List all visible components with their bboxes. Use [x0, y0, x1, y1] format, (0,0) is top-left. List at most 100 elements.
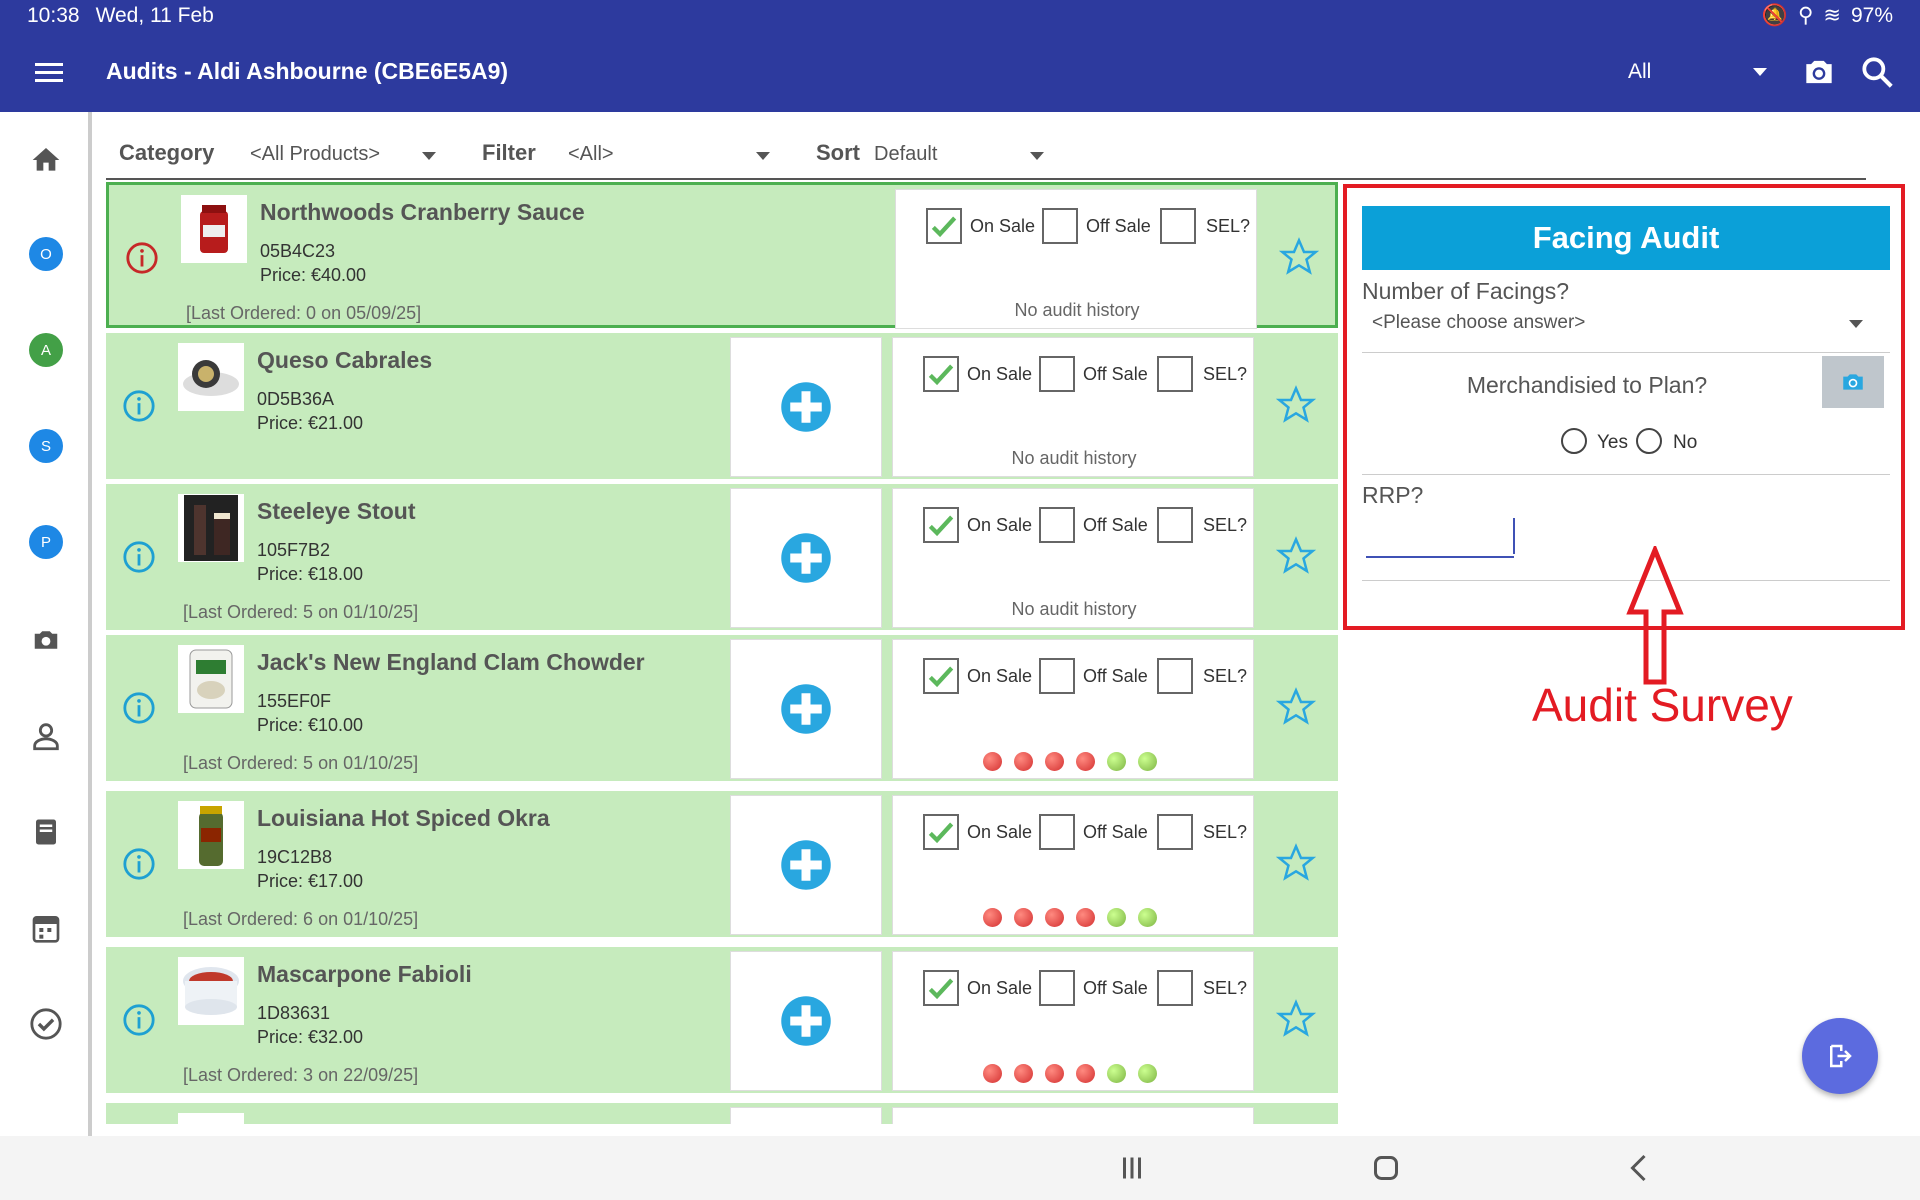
sel-checkbox[interactable]: [1157, 970, 1193, 1006]
check-circle-icon[interactable]: [22, 1000, 70, 1048]
list-item[interactable]: Northwoods Cranberry Sauce 05B4C23 Price…: [106, 182, 1338, 329]
on-sale-label: On Sale: [967, 822, 1033, 842]
chevron-down-icon: [1753, 68, 1767, 76]
sel-checkbox[interactable]: [1157, 658, 1193, 694]
photo-button[interactable]: [1822, 356, 1884, 408]
sel-checkbox[interactable]: [1157, 507, 1193, 543]
sel-label: SEL?: [1203, 822, 1248, 842]
off-sale-checkbox[interactable]: [1039, 507, 1075, 543]
book-icon[interactable]: [22, 808, 70, 856]
star-icon[interactable]: [1276, 385, 1316, 425]
camera-icon[interactable]: [22, 616, 70, 664]
list-item[interactable]: [106, 1103, 1338, 1124]
info-icon[interactable]: [122, 691, 156, 725]
exit-button[interactable]: [1802, 1018, 1878, 1094]
last-ordered: [Last Ordered: 5 on 01/10/25]: [183, 753, 419, 773]
divider: [1362, 352, 1890, 353]
plus-circle-icon: [781, 684, 831, 734]
off-sale-checkbox[interactable]: [1039, 658, 1075, 694]
on-sale-checkbox[interactable]: [923, 658, 959, 694]
sel-label: SEL?: [1203, 515, 1248, 535]
wifi-icon: ≋: [1823, 4, 1841, 27]
product-price: Price: €18.00: [257, 564, 364, 584]
list-item[interactable]: Jack's New England Clam Chowder 155EF0F …: [106, 635, 1338, 781]
on-sale-checkbox[interactable]: [926, 208, 962, 244]
home-icon[interactable]: [22, 136, 70, 184]
audit-history-dots: [983, 1064, 1157, 1083]
sidebar-badge-p[interactable]: P: [22, 518, 70, 566]
off-sale-checkbox[interactable]: [1039, 814, 1075, 850]
status-bar: 10:38 Wed, 11 Feb 🔕 ⚲ ≋ 97%: [0, 0, 1920, 31]
calendar-icon[interactable]: [22, 904, 70, 952]
category-dropdown[interactable]: <All Products>: [250, 143, 381, 165]
search-icon[interactable]: [1858, 53, 1896, 91]
camera-icon: [1843, 374, 1863, 390]
chevron-down-icon: [1030, 152, 1044, 160]
battery-level: 97%: [1850, 3, 1893, 27]
sidebar-badge-o[interactable]: O: [22, 230, 70, 278]
sort-dropdown[interactable]: Default: [874, 143, 938, 165]
filter-bar: Category <All Products> Filter <All> Sor…: [106, 122, 1866, 180]
list-item[interactable]: Steeleye Stout 105F7B2 Price: €18.00 [La…: [106, 484, 1338, 630]
info-icon[interactable]: [122, 1003, 156, 1037]
add-button[interactable]: [730, 951, 882, 1091]
off-sale-checkbox[interactable]: [1039, 970, 1075, 1006]
list-item[interactable]: Mascarpone Fabioli 1D83631 Price: €32.00…: [106, 947, 1338, 1093]
back-icon[interactable]: [1622, 1150, 1658, 1186]
system-nav-bar: [0, 1136, 1920, 1200]
info-icon[interactable]: [122, 540, 156, 574]
product-code: 19C12B8: [257, 847, 333, 867]
no-radio[interactable]: [1636, 428, 1662, 454]
add-button[interactable]: [730, 488, 882, 628]
rrp-input[interactable]: [1366, 518, 1514, 558]
filter-dropdown[interactable]: <All>: [568, 143, 614, 165]
off-sale-checkbox[interactable]: [1039, 356, 1075, 392]
divider: [1362, 474, 1890, 475]
recents-icon[interactable]: [1114, 1150, 1150, 1186]
star-icon[interactable]: [1276, 536, 1316, 576]
add-button[interactable]: [730, 639, 882, 779]
list-item[interactable]: Queso Cabrales 0D5B36A Price: €21.00 On …: [106, 333, 1338, 479]
menu-icon[interactable]: [0, 31, 98, 112]
info-icon[interactable]: [122, 847, 156, 881]
audit-history-dots: [983, 908, 1157, 927]
on-sale-checkbox[interactable]: [923, 356, 959, 392]
star-icon[interactable]: [1279, 237, 1319, 277]
last-ordered: [Last Ordered: 3 on 22/09/25]: [183, 1065, 419, 1085]
list-item[interactable]: Louisiana Hot Spiced Okra 19C12B8 Price:…: [106, 791, 1338, 937]
scope-dropdown[interactable]: All: [1628, 31, 1768, 112]
star-icon[interactable]: [1276, 687, 1316, 727]
yes-radio[interactable]: [1561, 428, 1587, 454]
user-icon[interactable]: [22, 712, 70, 760]
camera-icon[interactable]: [1800, 53, 1838, 91]
on-sale-checkbox[interactable]: [923, 970, 959, 1006]
sidebar-badge-s[interactable]: S: [22, 422, 70, 470]
sel-checkbox[interactable]: [1157, 814, 1193, 850]
on-sale-checkbox[interactable]: [923, 814, 959, 850]
plus-circle-icon: [781, 382, 831, 432]
star-icon[interactable]: [1276, 999, 1316, 1039]
add-button[interactable]: [730, 337, 882, 477]
home-nav-icon[interactable]: [1368, 1150, 1404, 1186]
sel-checkbox[interactable]: [1160, 208, 1196, 244]
history-dot-red: [1014, 752, 1033, 771]
chevron-down-icon: [756, 152, 770, 160]
sel-checkbox[interactable]: [1157, 356, 1193, 392]
info-icon[interactable]: [122, 389, 156, 423]
info-icon[interactable]: [125, 241, 159, 275]
add-button[interactable]: [730, 1107, 882, 1124]
sidebar-badge-a[interactable]: A: [22, 326, 70, 374]
facings-select[interactable]: <Please choose answer>: [1372, 312, 1586, 333]
logout-icon: [1830, 1044, 1852, 1068]
filter-label: Filter: [482, 140, 536, 165]
off-sale-label: Off Sale: [1083, 364, 1148, 384]
product-code: 0D5B36A: [257, 389, 335, 409]
off-sale-checkbox[interactable]: [1042, 208, 1078, 244]
history-dot-red: [983, 908, 1002, 927]
product-list: Northwoods Cranberry Sauce 05B4C23 Price…: [106, 182, 1338, 1124]
survey-title: Facing Audit: [1362, 206, 1890, 270]
add-button[interactable]: [730, 795, 882, 935]
history-dot-green: [1107, 752, 1126, 771]
on-sale-checkbox[interactable]: [923, 507, 959, 543]
star-icon[interactable]: [1276, 843, 1316, 883]
